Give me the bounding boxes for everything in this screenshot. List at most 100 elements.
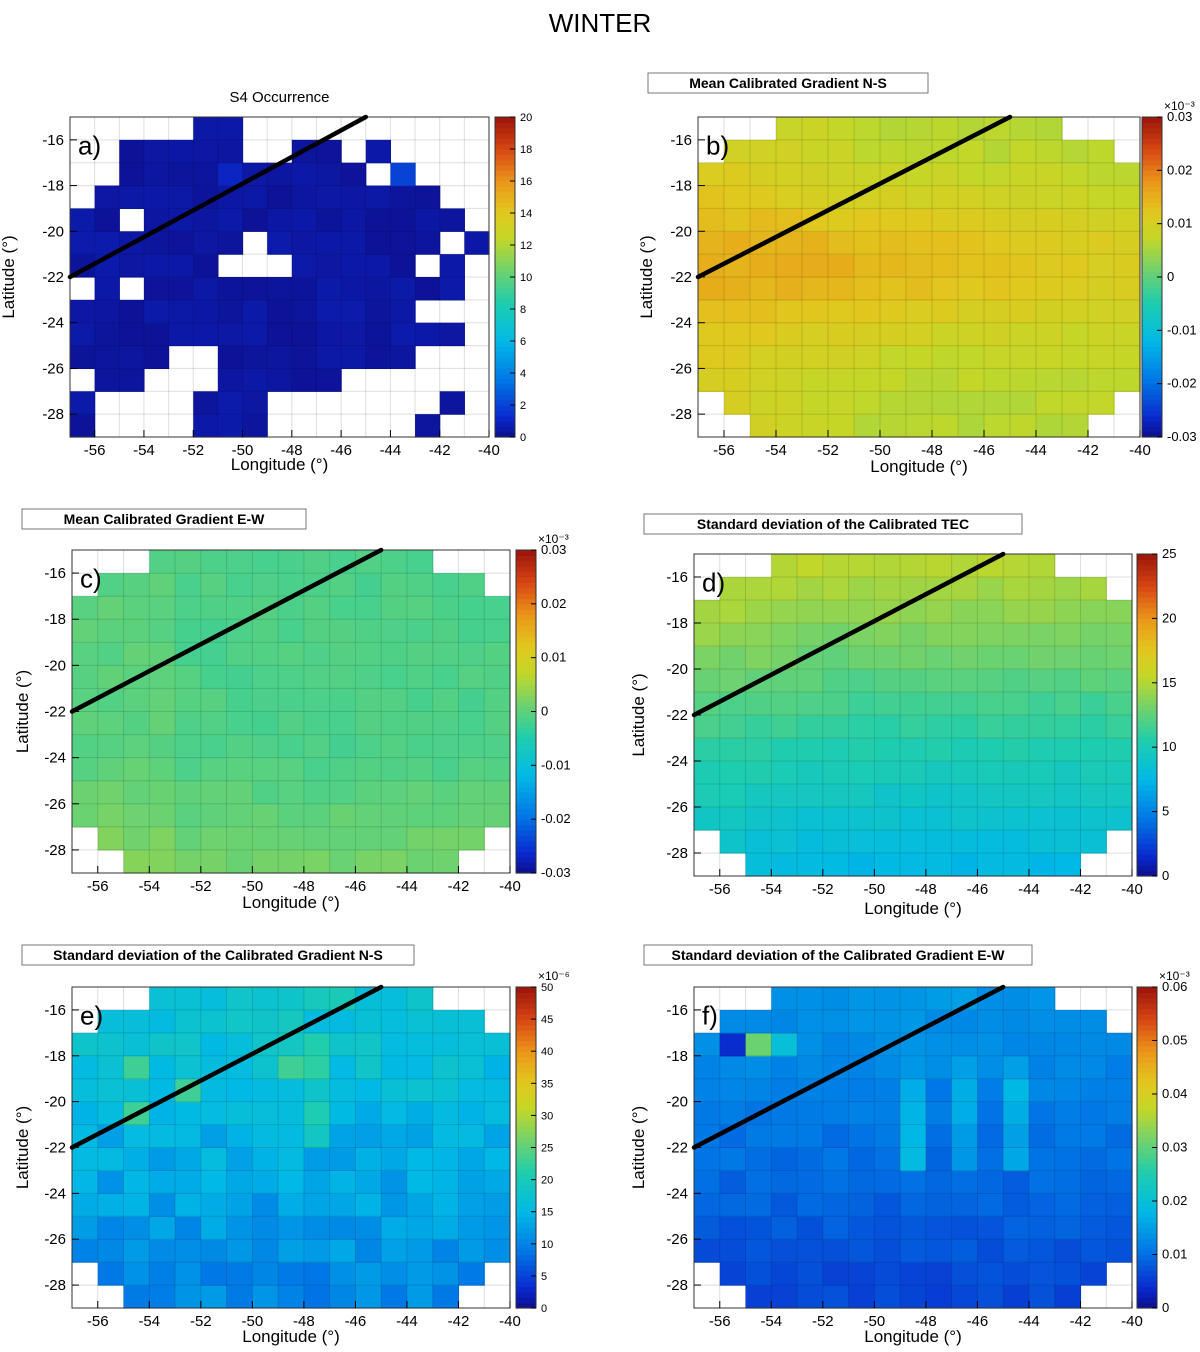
heatmap-cell [977,1124,1004,1149]
heatmap-cell [70,391,96,415]
heatmap-cell [316,231,342,255]
colorbar-segment [1137,1211,1157,1218]
heatmap-cell [802,139,829,164]
heatmap-cell [439,322,465,347]
heatmap-cell [365,254,392,278]
colorbar-segment [516,1147,536,1154]
heatmap-cell [1028,1032,1056,1057]
heatmap-cell [432,1285,460,1309]
heatmap-cell [776,322,803,347]
heatmap-cell [724,391,751,415]
heatmap-cell [874,1239,901,1263]
colorbar-segment [516,786,536,793]
heatmap-cell [925,669,953,693]
heatmap-cell [750,208,777,232]
heatmap-cell [1028,853,1056,877]
heatmap-cell [303,803,331,828]
colorbar-segment [1137,854,1157,861]
colorbar-segment [516,716,536,723]
colorbar-segment [495,373,515,379]
colorbar-segment [1142,287,1162,294]
x-tick-label: -42 [448,878,470,895]
heatmap-cell [97,573,125,597]
heatmap-cell [94,299,120,324]
heatmap-cell [694,784,721,808]
heatmap-cell [874,761,901,785]
colorbar-segment [1137,650,1157,657]
heatmap-cell [932,162,959,187]
heatmap-cell [874,853,901,877]
heatmap-cell [932,208,959,232]
heatmap-cell [802,162,829,187]
heatmap-cell [278,1124,305,1149]
heatmap-cell [1080,1078,1107,1103]
heatmap-cell [329,688,357,713]
heatmap-cell [694,600,721,624]
heatmap-cell [278,1078,305,1103]
heatmap-cell [925,1262,953,1286]
heatmap-cell [175,1009,202,1034]
y-tick-label: -20 [44,657,66,674]
heatmap-cell [175,1170,202,1194]
heatmap-cell [1080,1124,1107,1149]
heatmap-cell [694,1055,721,1080]
heatmap-cell [291,345,318,370]
heatmap-cell [381,688,408,713]
heatmap-cell [484,1239,511,1263]
equator-line [69,984,384,1150]
colorbar-segment [516,1275,536,1282]
colorbar-segment [1137,666,1157,673]
heatmap-cell [406,757,434,782]
heatmap-cell [329,780,357,805]
heatmap-cell [719,1055,747,1080]
heatmap-cell [70,414,96,438]
heatmap-cell [406,688,434,713]
heatmap-cell [880,345,907,370]
heatmap-cell [355,734,382,759]
colorbar-segment [495,357,515,363]
heatmap-cell [951,1032,979,1057]
heatmap-cell [278,1009,305,1034]
heatmap-cell [119,254,145,278]
heatmap-cell [1062,139,1089,164]
colorbar-segment [516,1104,536,1111]
heatmap-cell [1028,807,1056,831]
heatmap-cell [329,1032,357,1057]
heatmap-cell [1003,807,1030,831]
colorbar-segment [1142,303,1162,310]
heatmap-cell [797,554,824,578]
heatmap-cell [1088,139,1115,164]
heatmap-cell [750,299,777,324]
colorbar-segment [516,1136,536,1143]
heatmap-cell [797,1124,824,1149]
heatmap-cell [97,757,125,782]
heatmap-cell [848,987,875,1011]
colorbar-segment [1142,314,1162,321]
heatmap-cell [932,414,959,438]
x-tick-label: -46 [345,1313,367,1330]
heatmap-cell [1028,1239,1056,1263]
colorbar-segment [1137,1265,1157,1272]
heatmap-cell [1080,1147,1107,1172]
colorbar-segment [516,738,536,745]
colorbar-segment [1137,1158,1157,1165]
heatmap-cell [355,1078,382,1103]
x-axis-label: Longitude (°) [864,1327,962,1346]
heatmap-cell [932,345,959,370]
heatmap-cell [432,1147,460,1172]
colorbar-segment [1137,849,1157,856]
heatmap-cell [341,231,367,255]
heatmap-cell [458,1032,485,1057]
heatmap-cell [97,803,125,828]
heatmap-cell [925,715,953,739]
heatmap-cell [1114,322,1141,347]
heatmap-cell [719,1078,747,1103]
heatmap-cell [458,1078,485,1103]
colorbar-segment [495,234,515,241]
heatmap-cell [906,391,933,415]
heatmap-cell [329,757,357,782]
heatmap-cell [252,1170,279,1194]
heatmap-cell [200,757,228,782]
heatmap-cell [381,642,408,666]
heatmap-cell [1080,577,1107,601]
